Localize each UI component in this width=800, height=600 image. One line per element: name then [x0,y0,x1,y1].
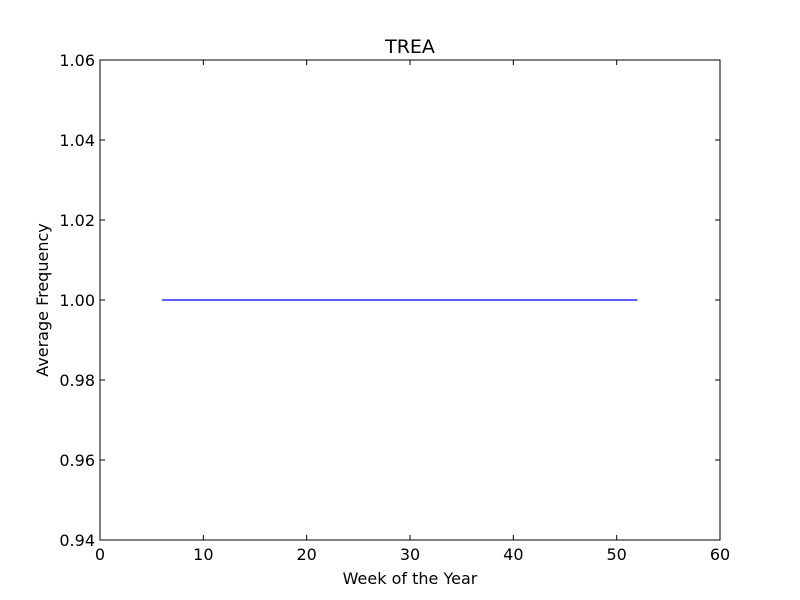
chart-title: TREA [384,36,435,58]
x-tick-label: 30 [400,545,420,564]
y-tick-label: 1.02 [59,211,95,230]
y-tick-label: 0.98 [59,371,95,390]
y-tick-label: 0.94 [59,531,95,550]
x-tick-label: 60 [710,545,730,564]
ticks-group: 0 10 20 30 40 50 60 0.94 0.96 0.98 1.00 1.02 1.04 1.0… [59,51,730,564]
x-tick-label: 40 [503,545,523,564]
y-axis-label: Average Frequency [33,223,52,376]
x-tick-label: 50 [606,545,626,564]
y-tick-label: 1.06 [59,51,95,70]
y-tick-label: 1.00 [59,291,95,310]
x-tick-label: 20 [296,545,316,564]
y-tick-label: 1.04 [59,131,95,150]
y-tick-label: 0.96 [59,451,95,470]
x-axis-label: Week of the Year [343,569,478,588]
x-tick-label: 0 [95,545,105,564]
x-tick-label: 10 [193,545,213,564]
